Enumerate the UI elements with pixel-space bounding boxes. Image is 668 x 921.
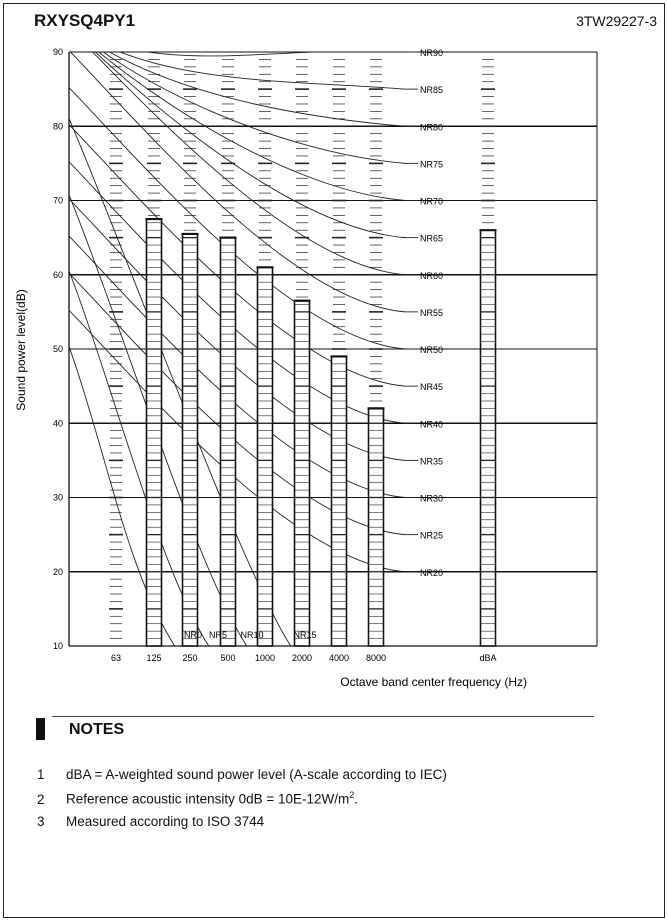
note-number: 3	[37, 814, 45, 829]
nr-label: NR85	[420, 85, 443, 95]
notes-marker	[36, 718, 45, 740]
nr-curve	[69, 52, 406, 313]
note-1: 1 dBA = A-weighted sound power level (A-s…	[37, 767, 447, 782]
nr-curve	[98, 52, 406, 201]
x-tick-label: 4000	[329, 653, 349, 663]
nr-label: NR80	[420, 122, 443, 132]
x-tick-label: 2000	[292, 653, 312, 663]
y-tick-label: 50	[53, 344, 63, 354]
nr-curve	[69, 161, 406, 424]
note-text: dBA = A-weighted sound power level (A-sc…	[66, 767, 447, 782]
bar	[219, 236, 237, 647]
nr-label: NR25	[420, 531, 443, 541]
nr-curve	[69, 272, 406, 536]
nr-curve	[69, 198, 406, 461]
note-number: 2	[37, 791, 45, 807]
bar	[181, 233, 199, 647]
nr-label: NR15	[293, 630, 316, 640]
nr-label: NR50	[420, 345, 443, 355]
nr-curve	[102, 52, 406, 164]
nr-curve	[145, 52, 405, 57]
nr-label: NR60	[420, 271, 443, 281]
bar	[330, 355, 348, 647]
x-tick-label: 1000	[255, 653, 275, 663]
y-tick-label: 30	[53, 493, 63, 503]
notes-title: NOTES	[69, 721, 125, 738]
note-number: 1	[37, 767, 45, 782]
nr-label: NR55	[420, 308, 443, 318]
nr-label: NR70	[420, 197, 443, 207]
y-tick-label: 10	[53, 641, 63, 651]
nr-curve	[108, 52, 406, 127]
nr-label: NR10	[240, 630, 263, 640]
note-2: 2 Reference acoustic intensity 0dB = 10E-…	[37, 790, 358, 807]
nr-label: NR45	[420, 382, 443, 392]
nr-label: NR5	[209, 630, 227, 640]
notes-rule	[52, 716, 594, 717]
nr-label: NR75	[420, 159, 443, 169]
x-tick-label: dBA	[479, 653, 496, 663]
bar	[145, 218, 163, 647]
y-tick-label: 70	[53, 196, 63, 206]
y-axis-title: Sound power level(dB)	[14, 289, 28, 410]
chart-text: 10 20 30 40 50 60 70 80 90 Sound power level(dB) O…	[14, 47, 527, 689]
x-tick-label: 250	[182, 653, 197, 663]
y-tick-label: 90	[53, 47, 63, 57]
y-tick-label: 40	[53, 418, 63, 428]
nr-label: NR65	[420, 234, 443, 244]
note-3: 3 Measured according to ISO 3744	[37, 814, 264, 829]
x-axis-title: Octave band center frequency (Hz)	[340, 675, 527, 689]
bar	[256, 266, 274, 647]
document-id: 3TW29227-3	[576, 13, 657, 29]
y-tick-label: 20	[53, 567, 63, 577]
nr-curve	[94, 52, 406, 239]
nr-label: NR35	[420, 456, 443, 466]
nr-curve	[69, 235, 406, 498]
nr-label: NR90	[420, 48, 443, 58]
nr-curve	[69, 309, 406, 573]
y-tick-label: 80	[53, 121, 63, 131]
nr-label: NR30	[420, 494, 443, 504]
nr-curve	[69, 86, 406, 350]
note-superscript: 2	[349, 790, 355, 800]
nr-curve	[119, 52, 406, 90]
page-frame	[3, 3, 665, 918]
nr-chart: 10 20 30 40 50 60 70 80 90 Sound power level(dB) O…	[14, 47, 598, 689]
y-tick-label: 60	[53, 270, 63, 280]
x-tick-label: 8000	[366, 653, 386, 663]
model-name: RXYSQ4PY1	[34, 11, 136, 30]
nr-curve	[69, 123, 406, 387]
nr-curve	[69, 117, 292, 646]
nr-curve	[91, 52, 406, 276]
note-text: Reference acoustic intensity 0dB = 10E-1…	[66, 791, 350, 807]
x-tick-label: 500	[220, 653, 235, 663]
note-text: Measured according to ISO 3744	[66, 814, 265, 829]
x-tick-label: 63	[111, 653, 121, 663]
x-tick-label: 125	[146, 653, 161, 663]
bars	[145, 217, 497, 647]
nr-label: NR0	[184, 630, 202, 640]
note-tail: .	[354, 791, 359, 807]
nr-label: NR40	[420, 419, 443, 429]
nr-label: NR20	[420, 568, 443, 578]
